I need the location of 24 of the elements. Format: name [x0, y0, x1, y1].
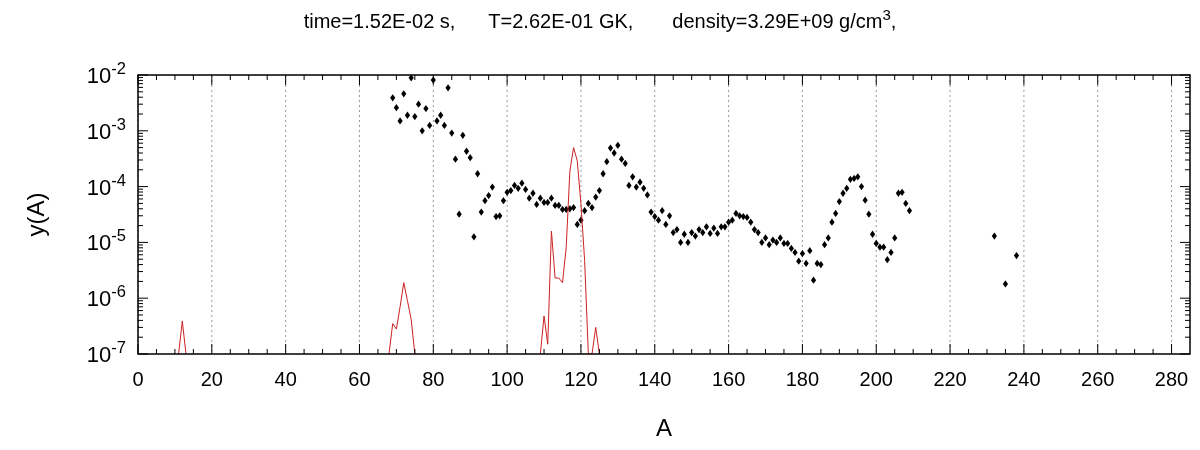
y-tick-label: 10$^{-6}$ — [86, 282, 126, 312]
x-tick-label: 140 — [638, 368, 672, 390]
x-tick-label: 0 — [132, 368, 144, 390]
x-axis-title: A — [655, 414, 673, 441]
x-tick-label: 40 — [274, 368, 297, 390]
x-tick-label: 160 — [711, 368, 746, 390]
y-tick-label: 10$^{-2}$ — [86, 59, 126, 88]
y-tick-label: 10$^{-4}$ — [86, 170, 126, 200]
y-axis-title: y(A) — [22, 192, 49, 237]
x-tick-label: 240 — [1007, 368, 1041, 390]
x-tick-label: 100 — [490, 368, 524, 390]
y-tick-label: 10$^{-7}$ — [86, 338, 126, 367]
x-tick-label: 60 — [348, 368, 371, 390]
x-tick-label: 200 — [859, 368, 893, 390]
x-tick-label: 120 — [564, 368, 598, 390]
x-tick-label: 180 — [785, 368, 820, 390]
x-tick-label: 80 — [422, 368, 445, 390]
x-tick-label: 20 — [200, 368, 223, 390]
x-tick-label: 280 — [1154, 368, 1189, 390]
x-tick-label: 220 — [933, 368, 967, 390]
y-tick-label: 10$^{-5}$ — [86, 226, 126, 256]
chart-title: time=1.52E-02 s, T=2.62E-01 GK, density=3.29E+09 g/cm$^{3}$, — [303, 5, 897, 32]
y-tick-label: 10$^{-3}$ — [86, 114, 126, 144]
x-tick-label: 260 — [1081, 368, 1115, 390]
